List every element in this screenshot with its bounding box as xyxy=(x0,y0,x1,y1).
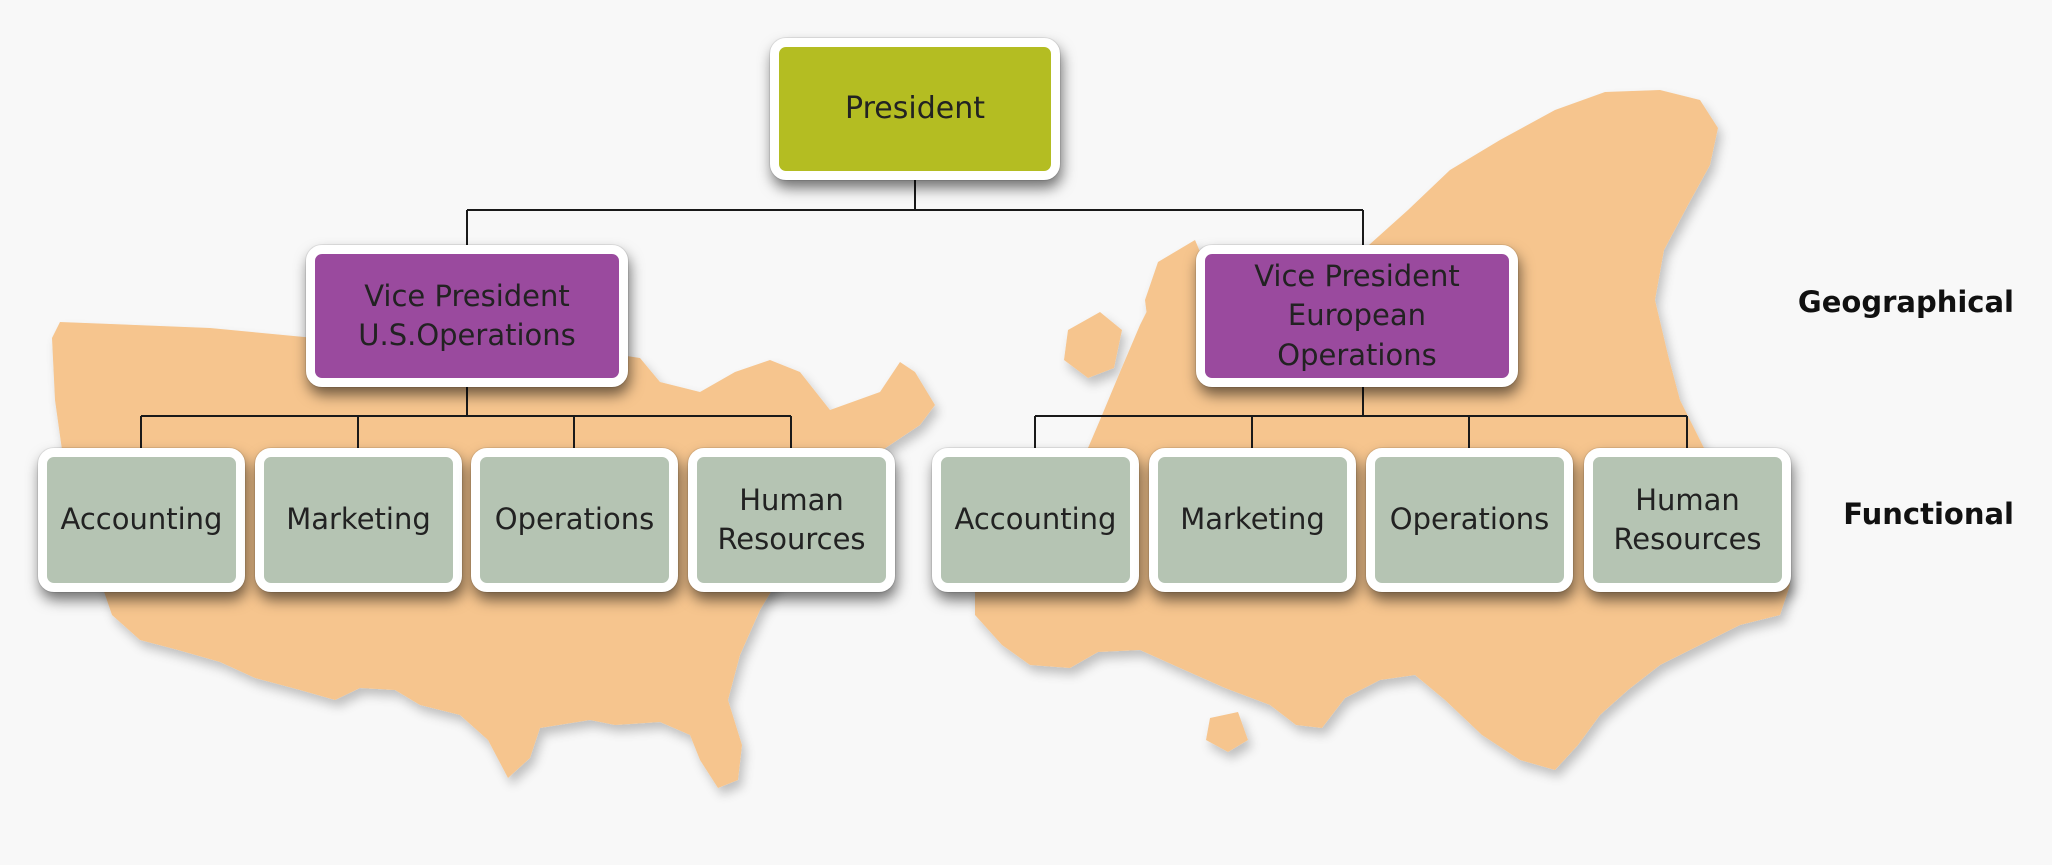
vp-european-operations-box: Vice President European Operations xyxy=(1196,245,1518,387)
us-human-resources-box: Human Resources xyxy=(688,448,895,592)
eu-operations-label: Operations xyxy=(1389,502,1550,537)
us-accounting-label: Accounting xyxy=(60,502,223,537)
us-accounting-box: Accounting xyxy=(38,448,245,592)
eu-operations-box: Operations xyxy=(1366,448,1573,592)
eu-marketing-label: Marketing xyxy=(1180,502,1325,537)
us-marketing-box: Marketing xyxy=(255,448,462,592)
eu-human-resources-label: Human Resources xyxy=(1613,482,1762,556)
vp-european-operations-label: Vice President European Operations xyxy=(1254,259,1460,372)
functional-level-label: Functional xyxy=(1843,497,2014,531)
us-operations-label: Operations xyxy=(494,502,655,537)
vp-us-operations-box: Vice President U.S.Operations xyxy=(306,245,628,387)
us-human-resources-label: Human Resources xyxy=(717,482,866,556)
geographical-level-label: Geographical xyxy=(1797,285,2014,319)
us-operations-box: Operations xyxy=(471,448,678,592)
us-marketing-label: Marketing xyxy=(286,502,431,537)
eu-marketing-box: Marketing xyxy=(1149,448,1356,592)
president-box: President xyxy=(770,38,1060,180)
vp-us-operations-label: Vice President U.S.Operations xyxy=(358,278,576,352)
president-label: President xyxy=(845,90,985,126)
eu-accounting-label: Accounting xyxy=(954,502,1117,537)
europe-map-silhouette xyxy=(975,90,1790,770)
eu-human-resources-box: Human Resources xyxy=(1584,448,1791,592)
eu-accounting-box: Accounting xyxy=(932,448,1139,592)
